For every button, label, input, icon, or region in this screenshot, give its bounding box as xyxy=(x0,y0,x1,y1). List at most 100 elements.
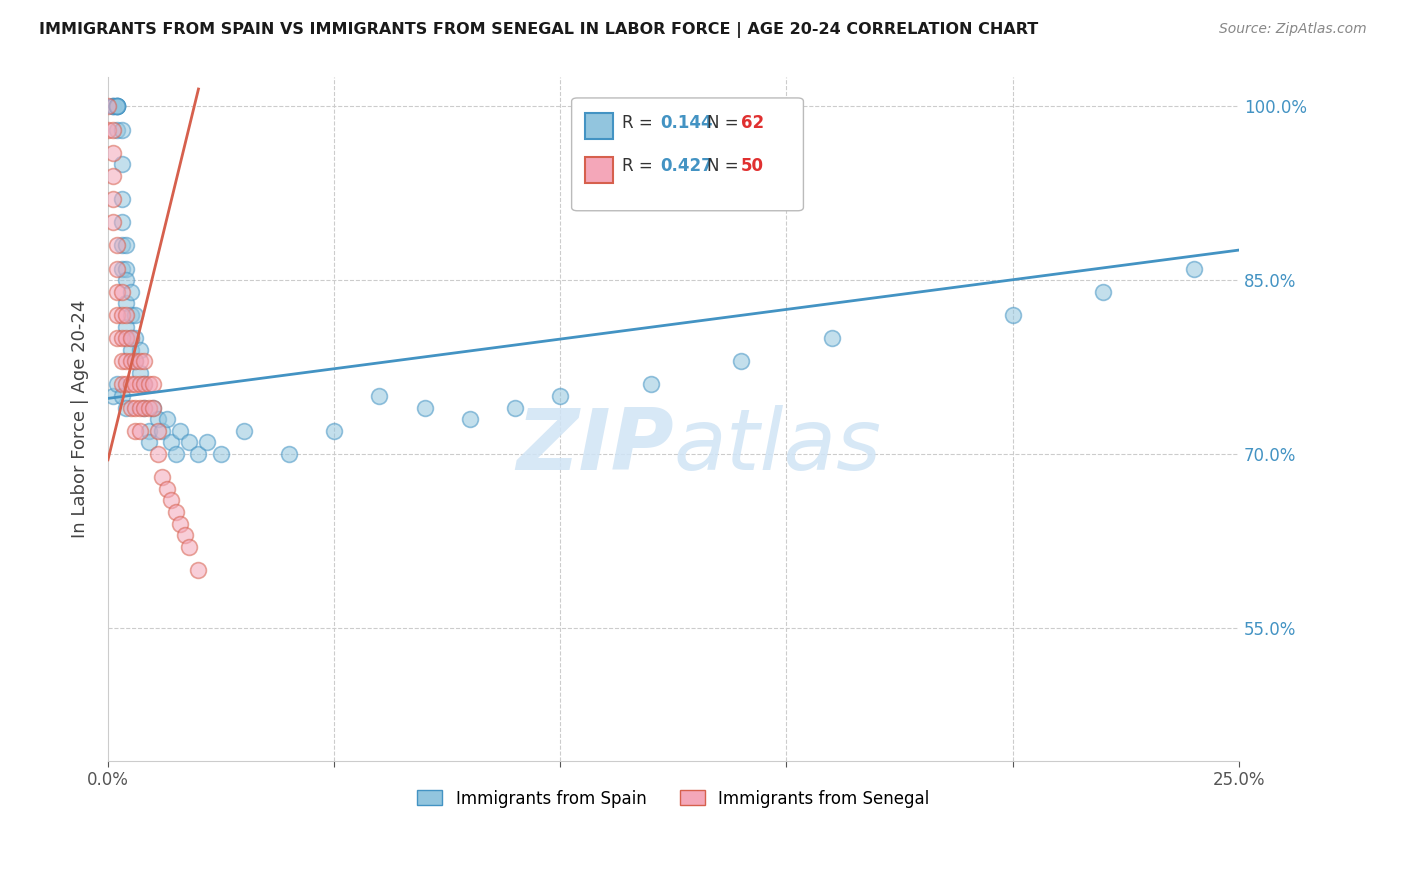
Point xyxy=(105,99,128,113)
Point xyxy=(120,401,142,415)
Point xyxy=(101,99,124,113)
Point xyxy=(105,99,128,113)
Point xyxy=(413,401,436,415)
Point xyxy=(138,435,160,450)
Point xyxy=(101,99,124,113)
Point xyxy=(105,99,128,113)
Point xyxy=(105,308,128,322)
Point xyxy=(105,377,128,392)
Point xyxy=(110,308,132,322)
Point xyxy=(134,377,156,392)
Point xyxy=(134,401,156,415)
Point xyxy=(124,424,146,438)
Point xyxy=(368,389,391,403)
Point xyxy=(110,215,132,229)
Point xyxy=(134,401,156,415)
Point xyxy=(128,366,150,380)
Point xyxy=(179,540,201,554)
Point xyxy=(115,238,138,252)
Point xyxy=(156,482,179,496)
Point xyxy=(160,435,183,450)
FancyBboxPatch shape xyxy=(585,157,613,184)
Point xyxy=(165,447,187,461)
Point xyxy=(101,169,124,183)
Point xyxy=(277,447,299,461)
Point xyxy=(97,122,120,136)
Point xyxy=(101,192,124,206)
Text: 62: 62 xyxy=(741,114,765,132)
Point xyxy=(115,319,138,334)
Point xyxy=(124,308,146,322)
Text: N =: N = xyxy=(707,114,744,132)
Point xyxy=(105,331,128,345)
Point xyxy=(124,331,146,345)
Point xyxy=(110,377,132,392)
Point xyxy=(156,412,179,426)
Point xyxy=(115,261,138,276)
Point xyxy=(110,331,132,345)
FancyBboxPatch shape xyxy=(572,98,803,211)
Point xyxy=(110,389,132,403)
Point xyxy=(458,412,481,426)
Text: R =: R = xyxy=(623,157,658,176)
Point xyxy=(115,401,138,415)
Point xyxy=(110,285,132,299)
Text: atlas: atlas xyxy=(673,405,882,488)
Point xyxy=(120,377,142,392)
Point xyxy=(115,273,138,287)
Point xyxy=(115,331,138,345)
Point xyxy=(1182,261,1205,276)
Point xyxy=(187,447,209,461)
Point xyxy=(1092,285,1115,299)
Point xyxy=(110,157,132,171)
Point xyxy=(101,145,124,160)
Point xyxy=(110,238,132,252)
Point xyxy=(101,389,124,403)
Point xyxy=(110,354,132,368)
Text: R =: R = xyxy=(623,114,658,132)
Point xyxy=(124,401,146,415)
Point xyxy=(110,122,132,136)
Point xyxy=(142,401,165,415)
Point xyxy=(101,99,124,113)
Point xyxy=(124,354,146,368)
Point xyxy=(730,354,752,368)
Point xyxy=(128,401,150,415)
Point xyxy=(138,377,160,392)
Point xyxy=(115,296,138,310)
Point xyxy=(821,331,844,345)
Point xyxy=(115,354,138,368)
Point xyxy=(640,377,662,392)
Text: N =: N = xyxy=(707,157,744,176)
Point xyxy=(138,424,160,438)
Point xyxy=(150,424,173,438)
Point xyxy=(550,389,572,403)
Point xyxy=(150,470,173,484)
Point xyxy=(323,424,346,438)
Point xyxy=(105,285,128,299)
Point xyxy=(115,308,138,322)
Text: 0.144: 0.144 xyxy=(659,114,713,132)
Point xyxy=(169,424,191,438)
Point xyxy=(97,99,120,113)
Point xyxy=(101,122,124,136)
Point xyxy=(105,99,128,113)
Point xyxy=(146,424,169,438)
Point xyxy=(124,377,146,392)
Point xyxy=(232,424,254,438)
Point xyxy=(105,99,128,113)
Legend: Immigrants from Spain, Immigrants from Senegal: Immigrants from Spain, Immigrants from S… xyxy=(411,783,936,814)
Point xyxy=(1001,308,1024,322)
Point xyxy=(160,493,183,508)
Text: ZIP: ZIP xyxy=(516,405,673,488)
Point xyxy=(120,308,142,322)
Point xyxy=(142,401,165,415)
Point xyxy=(165,505,187,519)
Point xyxy=(105,238,128,252)
Point xyxy=(128,354,150,368)
Point xyxy=(120,331,142,345)
Text: IMMIGRANTS FROM SPAIN VS IMMIGRANTS FROM SENEGAL IN LABOR FORCE | AGE 20-24 CORR: IMMIGRANTS FROM SPAIN VS IMMIGRANTS FROM… xyxy=(39,22,1039,38)
Point xyxy=(115,377,138,392)
Point xyxy=(128,424,150,438)
Point xyxy=(120,331,142,345)
